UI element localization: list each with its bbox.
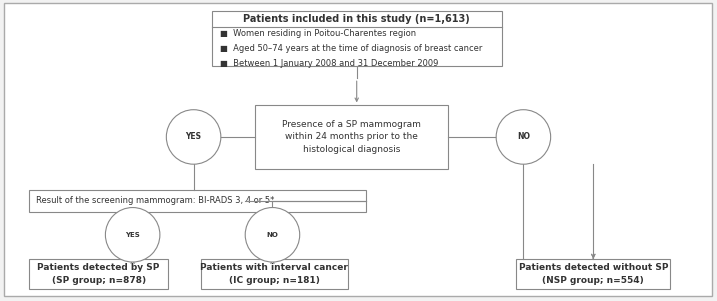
FancyBboxPatch shape [29, 190, 366, 212]
FancyBboxPatch shape [4, 3, 712, 296]
FancyBboxPatch shape [201, 259, 348, 289]
Text: (NSP group; n=554): (NSP group; n=554) [543, 276, 644, 285]
Text: Patients included in this study (n=1,613): Patients included in this study (n=1,613… [243, 14, 470, 24]
Text: YES: YES [186, 132, 201, 141]
FancyBboxPatch shape [212, 11, 502, 66]
Text: ■  Aged 50–74 years at the time of diagnosis of breast cancer: ■ Aged 50–74 years at the time of diagno… [220, 44, 483, 53]
Ellipse shape [166, 110, 221, 164]
FancyBboxPatch shape [516, 259, 670, 289]
FancyBboxPatch shape [29, 259, 168, 289]
Text: Patients detected without SP: Patients detected without SP [518, 263, 668, 272]
FancyBboxPatch shape [255, 105, 448, 169]
Text: (IC group; n=181): (IC group; n=181) [229, 276, 320, 285]
Text: NO: NO [517, 132, 530, 141]
Text: ■  Between 1 January 2008 and 31 December 2009: ■ Between 1 January 2008 and 31 December… [220, 59, 439, 68]
Text: YES: YES [125, 232, 140, 238]
Ellipse shape [496, 110, 551, 164]
Text: Presence of a SP mammogram
within 24 months prior to the
histological diagnosis: Presence of a SP mammogram within 24 mon… [282, 120, 421, 154]
Text: ■  Women residing in Poitou-Charentes region: ■ Women residing in Poitou-Charentes reg… [220, 29, 417, 38]
Text: Patients detected by SP: Patients detected by SP [37, 263, 160, 272]
Ellipse shape [105, 207, 160, 262]
Ellipse shape [245, 207, 300, 262]
Text: (SP group; n=878): (SP group; n=878) [52, 276, 146, 285]
Text: Patients with interval cancer: Patients with interval cancer [200, 263, 348, 272]
Text: Result of the screening mammogram: BI-RADS 3, 4 or 5*: Result of the screening mammogram: BI-RA… [36, 197, 274, 205]
Text: NO: NO [267, 232, 278, 238]
